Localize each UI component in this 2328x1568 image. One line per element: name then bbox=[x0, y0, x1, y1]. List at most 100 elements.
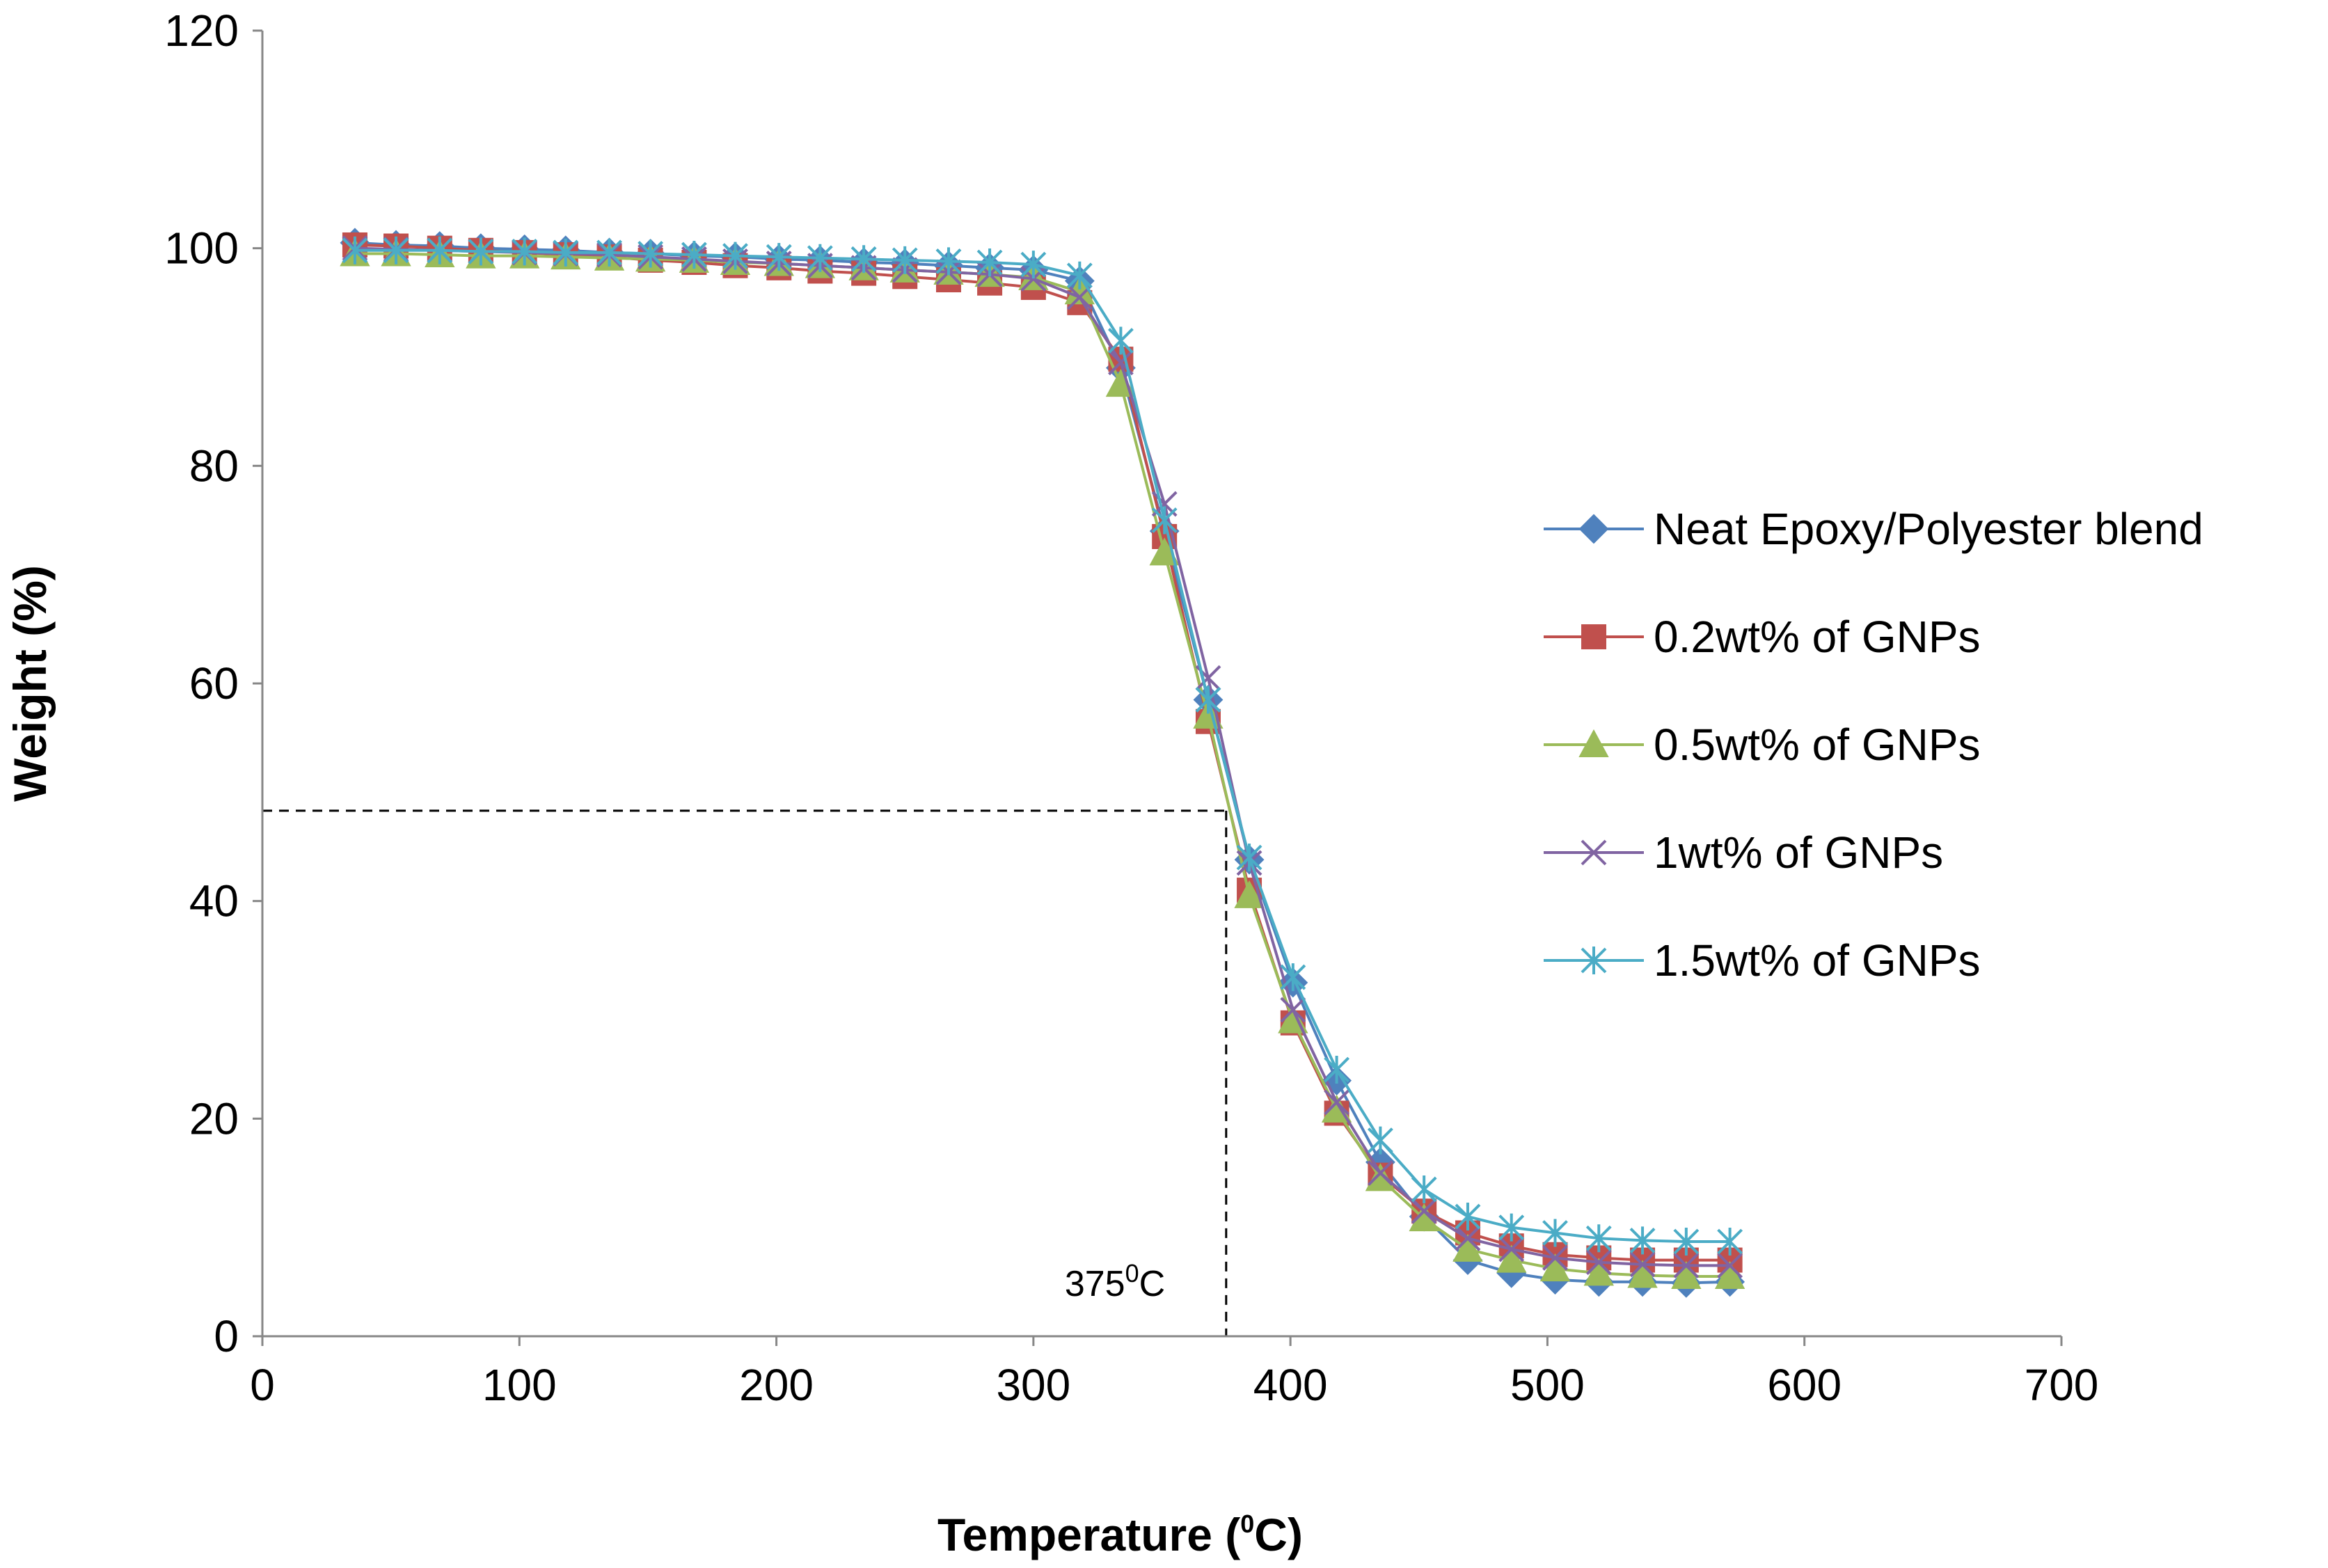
data-point bbox=[1629, 1251, 1656, 1278]
x-axis-title-tail: C) bbox=[1254, 1509, 1303, 1560]
data-point bbox=[1671, 1260, 1702, 1290]
series-triangle bbox=[340, 238, 1745, 1290]
y-tick-label: 120 bbox=[164, 6, 239, 56]
data-point bbox=[342, 236, 368, 264]
data-point bbox=[1151, 506, 1178, 534]
data-point bbox=[850, 245, 877, 274]
data-point bbox=[1542, 1245, 1568, 1271]
data-point bbox=[1673, 1227, 1700, 1256]
annotation-value: 375 bbox=[1065, 1264, 1125, 1304]
data-point bbox=[1411, 1198, 1437, 1224]
data-point bbox=[1280, 997, 1306, 1023]
y-axis-title: Weight (%) bbox=[4, 565, 56, 802]
legend: Neat Epoxy/Polyester blend 0.2wt% of GNPs… bbox=[1544, 504, 2203, 985]
data-point bbox=[1581, 624, 1606, 649]
data-point bbox=[638, 239, 664, 268]
x-tick-label: 200 bbox=[739, 1360, 814, 1410]
series-line bbox=[354, 243, 1730, 1262]
data-point bbox=[1629, 1226, 1656, 1255]
data-point bbox=[1367, 1160, 1393, 1186]
y-tick-label: 20 bbox=[189, 1093, 239, 1143]
series-asterisk bbox=[342, 236, 1743, 1256]
x-tick-label: 700 bbox=[2025, 1360, 2099, 1410]
data-point bbox=[1324, 1089, 1350, 1116]
data-point bbox=[1585, 1249, 1612, 1276]
series-diamond bbox=[340, 228, 1745, 1298]
x-tick-label: 0 bbox=[250, 1360, 275, 1410]
data-point bbox=[935, 247, 962, 276]
y-tick-label: 0 bbox=[214, 1311, 239, 1361]
data-point bbox=[596, 238, 622, 267]
data-point bbox=[681, 241, 707, 269]
data-point bbox=[1673, 1252, 1700, 1278]
legend-item: 0.5wt% of GNPs bbox=[1544, 720, 1981, 770]
data-point bbox=[1578, 729, 1609, 757]
data-point bbox=[1455, 1203, 1481, 1231]
y-tick-label: 60 bbox=[189, 658, 239, 708]
x-tick-label: 100 bbox=[482, 1360, 557, 1410]
data-point bbox=[766, 243, 792, 271]
series-x bbox=[342, 235, 1743, 1278]
data-point bbox=[1717, 1227, 1743, 1256]
annotation-label: 3750C bbox=[1065, 1259, 1165, 1304]
axes bbox=[261, 31, 2061, 1338]
series-line bbox=[354, 248, 1730, 1243]
data-point bbox=[976, 248, 1003, 276]
data-point bbox=[1585, 1224, 1612, 1253]
data-point bbox=[427, 236, 453, 264]
data-point bbox=[1236, 844, 1262, 872]
data-point bbox=[1498, 1236, 1525, 1262]
legend-label: Neat Epoxy/Polyester blend bbox=[1654, 504, 2203, 554]
data-point bbox=[553, 238, 579, 267]
legend-label: 1wt% of GNPs bbox=[1654, 827, 1943, 878]
data-point bbox=[1411, 1175, 1437, 1203]
y-tick-label: 100 bbox=[164, 223, 239, 274]
data-point bbox=[1452, 1233, 1483, 1262]
data-point bbox=[512, 237, 538, 266]
data-point bbox=[1066, 261, 1093, 290]
y-tick-label: 40 bbox=[189, 876, 239, 926]
data-point bbox=[1539, 1253, 1571, 1282]
x-tick-label: 300 bbox=[996, 1360, 1070, 1410]
data-point bbox=[807, 244, 833, 272]
data-point bbox=[1107, 326, 1134, 355]
data-point bbox=[1583, 1258, 1614, 1286]
data-point bbox=[1581, 947, 1607, 974]
data-point bbox=[383, 236, 409, 264]
x-axis-title-sup: 0 bbox=[1240, 1510, 1254, 1538]
data-point bbox=[1714, 1260, 1745, 1290]
data-point bbox=[1578, 514, 1609, 544]
data-point bbox=[468, 237, 494, 266]
annotation-unit: C bbox=[1139, 1264, 1166, 1304]
data-point bbox=[1020, 251, 1047, 279]
series-layer bbox=[340, 228, 1745, 1298]
axis-ticks: 0 20 40 60 80 100 120 0 100 200 300 400 500 600 700 bbox=[164, 6, 2098, 1410]
series-line bbox=[354, 252, 1730, 1278]
x-tick-label: 500 bbox=[1510, 1360, 1585, 1410]
legend-item: 0.2wt% of GNPs bbox=[1544, 612, 1981, 662]
x-tick-label: 400 bbox=[1253, 1360, 1328, 1410]
series-line bbox=[354, 241, 1730, 1285]
annotation-guides bbox=[262, 809, 1228, 1336]
data-point bbox=[1542, 1219, 1568, 1247]
legend-label: 0.2wt% of GNPs bbox=[1654, 612, 1981, 662]
x-axis-title-main: Temperature ( bbox=[937, 1509, 1240, 1560]
data-point bbox=[1455, 1225, 1481, 1251]
annotation-sup: 0 bbox=[1125, 1259, 1139, 1288]
legend-label: 0.5wt% of GNPs bbox=[1654, 720, 1981, 770]
data-point bbox=[1717, 1252, 1743, 1278]
data-point bbox=[1496, 1244, 1527, 1273]
data-point bbox=[1234, 880, 1265, 908]
data-point bbox=[1367, 1126, 1393, 1155]
data-point bbox=[892, 246, 918, 274]
legend-item: 1.5wt% of GNPs bbox=[1544, 935, 1981, 985]
data-point bbox=[722, 241, 748, 270]
data-point bbox=[1324, 1055, 1350, 1084]
data-point bbox=[1581, 839, 1607, 866]
legend-label: 1.5wt% of GNPs bbox=[1654, 935, 1981, 985]
legend-item: 1wt% of GNPs bbox=[1544, 827, 1943, 878]
series-square bbox=[342, 232, 1743, 1273]
data-point bbox=[1280, 963, 1306, 992]
y-tick-label: 80 bbox=[189, 441, 239, 491]
